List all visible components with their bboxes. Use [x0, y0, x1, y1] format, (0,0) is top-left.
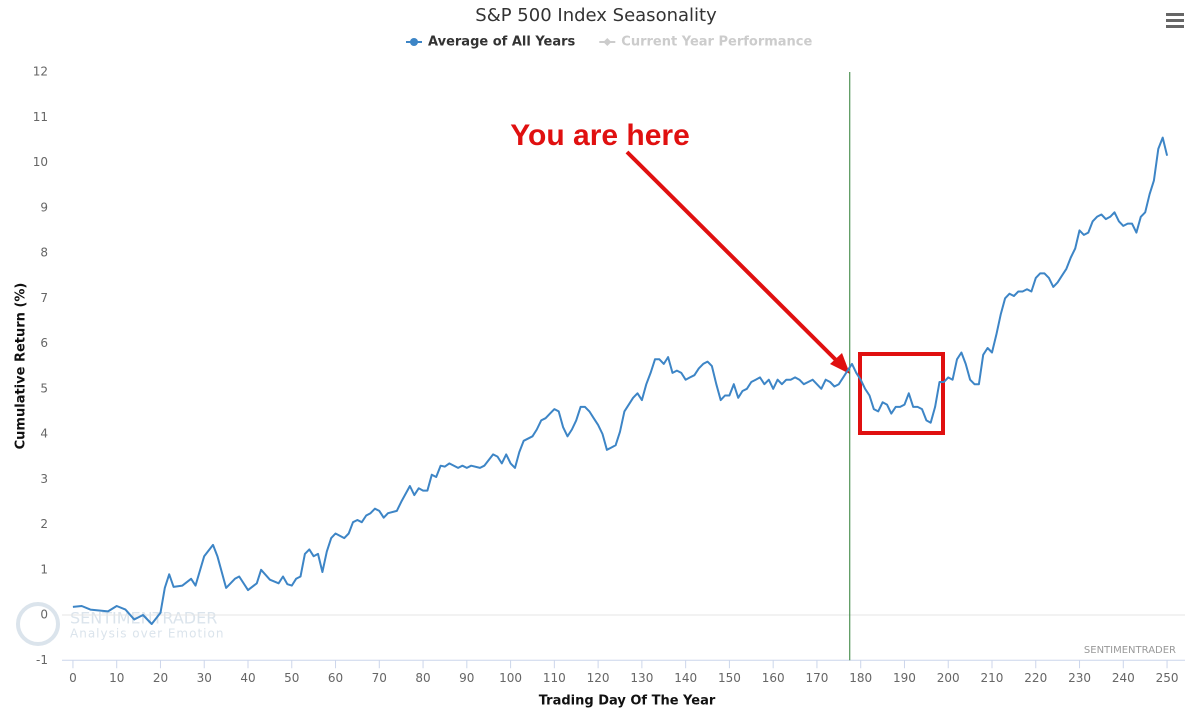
- watermark-icon: [16, 602, 60, 646]
- legend-marker: [410, 38, 418, 46]
- highlight-box: [858, 352, 945, 435]
- x-tick-label: 60: [328, 671, 343, 685]
- x-tick-label: 150: [718, 671, 741, 685]
- legend-label: Current Year Performance: [621, 35, 812, 50]
- y-tick-label: 4: [40, 427, 48, 441]
- x-tick-label: 10: [109, 671, 124, 685]
- x-tick-label: 80: [415, 671, 430, 685]
- x-tick-label: 240: [1112, 671, 1135, 685]
- legend-label: Average of All Years: [428, 35, 576, 50]
- y-tick-label: 5: [40, 381, 48, 395]
- y-tick-label: 1: [40, 562, 48, 576]
- x-tick-label: 20: [153, 671, 168, 685]
- legend-item[interactable]: Average of All Years: [406, 35, 576, 50]
- x-tick-label: 210: [981, 671, 1004, 685]
- x-tick-label: 100: [499, 671, 522, 685]
- watermark: SENTIMENTRADER Analysis over Emotion: [16, 602, 224, 646]
- x-tick-label: 200: [937, 671, 960, 685]
- menu-button[interactable]: [1166, 13, 1184, 28]
- x-tick-label: 70: [372, 671, 387, 685]
- y-tick-label: 8: [40, 246, 48, 260]
- x-tick-label: 160: [762, 671, 785, 685]
- y-tick-label: 3: [40, 472, 48, 486]
- legend-item[interactable]: Current Year Performance: [599, 35, 813, 50]
- x-tick-label: 110: [543, 671, 566, 685]
- y-tick-label: 7: [40, 291, 48, 305]
- y-axis-title: Cumulative Return (%): [14, 283, 29, 450]
- x-tick-label: 180: [849, 671, 872, 685]
- y-tick-label: -1: [36, 653, 48, 667]
- menu-bar: [1166, 19, 1184, 22]
- x-tick-label: 130: [630, 671, 653, 685]
- x-tick-label: 120: [587, 671, 610, 685]
- legend-marker: [603, 38, 612, 46]
- y-tick-label: 9: [40, 200, 48, 214]
- x-tick-label: 50: [284, 671, 299, 685]
- x-tick-label: 0: [69, 671, 77, 685]
- watermark-tagline: Analysis over Emotion: [70, 627, 224, 641]
- x-tick-label: 140: [674, 671, 697, 685]
- y-tick-label: 10: [33, 155, 48, 169]
- annotation: You are here: [510, 119, 690, 152]
- x-tick-label: 170: [805, 671, 828, 685]
- chart-title: S&P 500 Index Seasonality: [475, 5, 717, 26]
- annotation-arrow: [625, 150, 844, 368]
- y-tick-label: 2: [40, 517, 48, 531]
- credit: SENTIMENTRADER: [1084, 645, 1176, 656]
- x-tick-label: 230: [1068, 671, 1091, 685]
- x-axis-title: Trading Day Of The Year: [539, 694, 716, 709]
- y-tick-label: 12: [33, 65, 48, 79]
- x-tick-label: 40: [240, 671, 255, 685]
- x-tick-label: 90: [459, 671, 474, 685]
- x-tick-label: 30: [197, 671, 212, 685]
- series-line: [72, 136, 1169, 625]
- y-tick-label: 0: [40, 608, 48, 622]
- menu-bar: [1166, 25, 1184, 28]
- x-tick-label: 220: [1024, 671, 1047, 685]
- y-tick-label: 11: [33, 110, 48, 124]
- x-tick-label: 190: [893, 671, 916, 685]
- x-tick-label: 250: [1156, 671, 1179, 685]
- arrow-head: [830, 353, 850, 374]
- y-tick-label: 6: [40, 336, 48, 350]
- watermark-text: SENTIMENTRADER: [70, 609, 217, 628]
- menu-bar: [1166, 13, 1184, 16]
